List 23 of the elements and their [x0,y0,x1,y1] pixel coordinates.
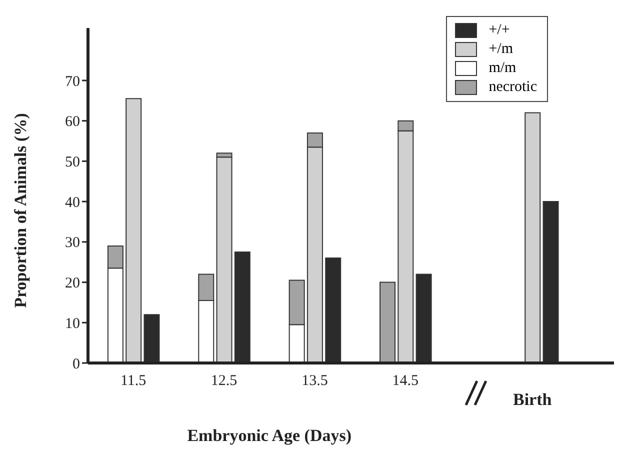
y-tick-label: 0 [72,356,80,372]
legend-label: necrotic [488,79,537,96]
legend-label: m/m [488,60,516,77]
bar [126,98,142,363]
bar [380,282,396,363]
y-tick-label: 60 [65,114,80,130]
y-tick-label: 30 [65,235,80,252]
y-tick-label: 20 [65,276,80,292]
legend-label: +/+ [488,22,510,39]
x-tick-label: 14.5 [392,373,419,389]
legend-label: +/m [488,41,513,58]
y-tick-label: 70 [65,74,80,90]
x-tick-label: Birth [513,390,552,409]
y-tick-label: 50 [65,154,80,171]
y-tick-label: 10 [65,316,80,332]
y-tick-label: 40 [65,194,80,211]
y-axis-title: Proportion of Animals (%) [11,113,30,308]
x-axis-title: Embryonic Age (Days) [187,426,352,445]
x-tick-label: 13.5 [302,373,328,389]
x-tick-label: 12.5 [210,373,238,389]
x-tick-label: 11.5 [120,373,146,389]
bar [216,156,232,363]
bar [524,112,541,363]
